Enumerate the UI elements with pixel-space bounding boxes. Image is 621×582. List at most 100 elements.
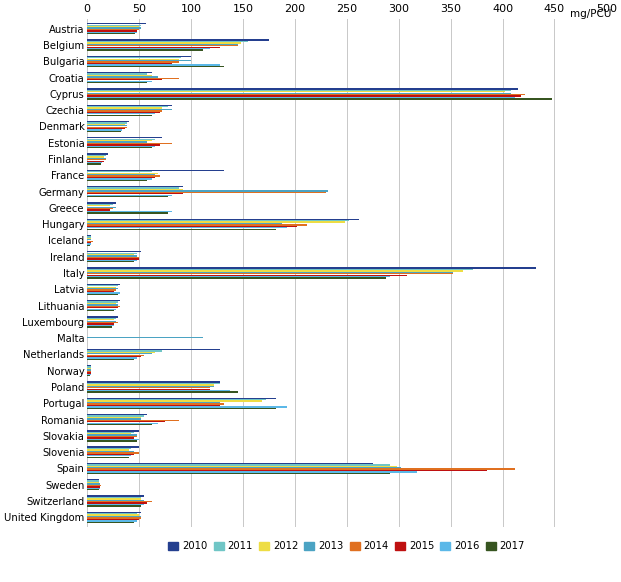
Bar [87,76,158,77]
Bar [87,440,137,442]
Bar [87,435,137,436]
Bar [87,275,407,276]
Bar [87,384,214,385]
Bar [87,156,104,158]
Bar [87,452,139,453]
Bar [87,521,134,523]
Bar [87,147,152,148]
Bar [87,433,131,434]
Bar [87,448,131,449]
Bar [87,245,90,246]
Bar [87,26,139,27]
Bar [87,466,397,467]
Bar [87,175,160,177]
Bar [87,497,141,498]
Bar [87,140,152,141]
Bar [87,278,386,279]
Bar [87,276,391,277]
Bar [87,48,210,49]
Bar [87,390,230,391]
Bar [87,325,114,326]
Bar [87,357,137,359]
Bar [87,40,269,41]
Bar [87,123,125,125]
Bar [87,352,155,353]
Bar [87,398,276,399]
Bar [87,471,417,473]
Bar [87,190,328,191]
Bar [87,437,134,439]
Bar [87,257,139,258]
Bar [87,193,183,194]
Bar [87,514,139,516]
Bar [87,144,160,146]
Bar [87,61,179,63]
Bar [87,94,525,95]
Bar [87,368,91,370]
Bar [87,143,173,144]
Bar [87,304,119,306]
Bar [87,318,116,319]
Bar [87,322,119,323]
Bar [87,146,155,147]
Bar [87,321,116,322]
Bar [87,349,220,350]
Bar [87,110,162,112]
Bar [87,191,326,193]
Bar [87,269,473,270]
Bar [87,178,152,180]
Bar [87,45,238,47]
Bar [87,33,135,34]
Bar [87,455,131,456]
Bar [87,106,168,107]
Bar [87,502,147,504]
Bar [87,291,114,292]
Bar [87,126,127,128]
Bar [87,517,141,519]
Bar [87,95,521,97]
Bar [87,137,162,139]
Bar [87,405,220,406]
Bar [87,370,91,371]
Bar [87,90,511,91]
Bar [87,223,283,224]
Bar [87,324,114,325]
Bar [87,251,141,253]
Bar [87,499,144,501]
Bar [87,456,129,458]
Bar [87,406,286,407]
Bar [87,495,144,496]
Bar [87,221,345,223]
Bar [87,224,307,226]
Bar [87,420,179,421]
Bar [87,403,224,404]
Bar [87,66,224,67]
Bar [87,240,93,242]
Bar [87,365,91,367]
Bar [87,430,139,431]
Bar [87,194,173,196]
Bar [87,498,141,499]
Bar [87,31,137,33]
Bar [87,470,487,471]
Bar [87,80,152,82]
Bar [87,307,119,308]
Bar [87,272,453,273]
Bar [87,155,106,156]
Bar [87,98,552,100]
Bar [87,375,90,377]
Bar [87,158,106,159]
Bar [87,337,204,338]
Bar [87,418,141,420]
Bar [87,122,127,123]
Bar [87,187,179,189]
Bar [87,139,155,140]
Bar [87,519,139,520]
Bar [87,131,122,132]
Bar [87,417,141,418]
Bar [87,488,99,489]
Bar [87,236,91,237]
Bar [87,463,373,464]
Bar [87,56,191,57]
Bar [87,204,113,205]
